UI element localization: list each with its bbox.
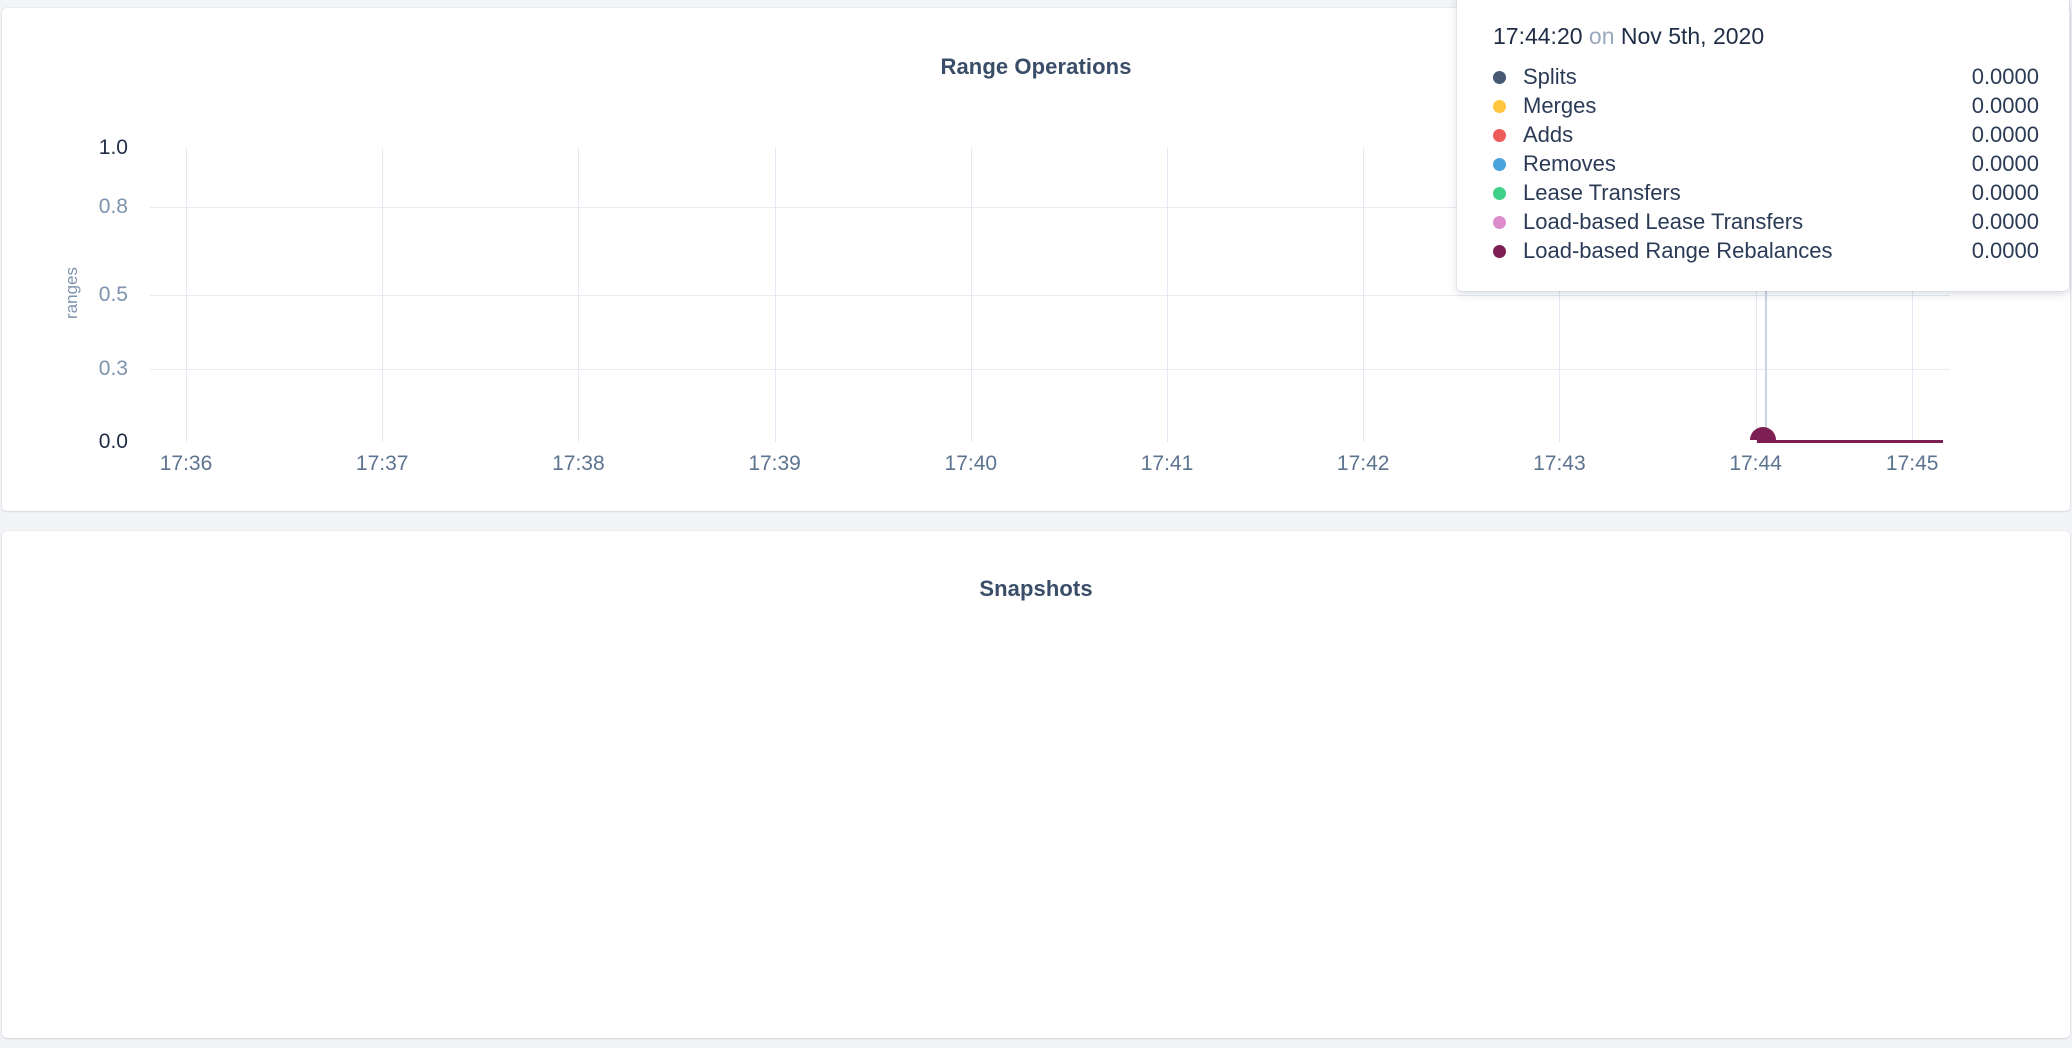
series-color-dot-icon bbox=[1493, 100, 1506, 114]
series-color-dot-icon bbox=[1493, 149, 1523, 178]
gridline-x-1738 bbox=[578, 148, 580, 442]
series-color-dot-icon bbox=[1493, 71, 1506, 85]
gridline-y-0.5 bbox=[150, 295, 1950, 296]
tooltip-series-label: Splits bbox=[1523, 63, 1577, 89]
tooltip-series-value: 0.0000 bbox=[1971, 237, 2039, 263]
x-tick-1740: 17:40 bbox=[944, 452, 998, 475]
tooltip-series-label: Lease Transfers bbox=[1523, 179, 1681, 205]
tooltip-series-table: Splits 0.0000 Merges 0.0000 Adds 0.0000 Remove… bbox=[1493, 62, 2039, 265]
x-tick-1738: 17:38 bbox=[552, 452, 605, 475]
x-tick-1742: 17:42 bbox=[1336, 452, 1390, 475]
tooltip-series-label: Adds bbox=[1523, 121, 1574, 147]
series-color-dot-icon bbox=[1493, 207, 1523, 236]
x-tick-1744: 17:44 bbox=[1729, 452, 1782, 475]
gridline-x-1737 bbox=[382, 148, 384, 442]
gridline-x-1736 bbox=[186, 148, 187, 442]
y-tick-0.8: 0.8 bbox=[98, 194, 128, 218]
series-color-dot-icon bbox=[1493, 178, 1523, 207]
tooltip-row: Load-based Lease Transfers 0.0000 bbox=[1493, 207, 2039, 236]
x-tick-1737: 17:37 bbox=[355, 452, 409, 475]
tooltip-on-word: on bbox=[1588, 23, 1615, 49]
tooltip-row: Adds 0.0000 bbox=[1493, 120, 2039, 149]
series-line-load-based-range-rebalances bbox=[1757, 440, 1943, 443]
x-tick-1743: 17:43 bbox=[1533, 452, 1586, 475]
series-color-dot-icon bbox=[1493, 236, 1523, 265]
tooltip-header: 17:44:20 on Nov 5th, 2020 bbox=[1493, 23, 2039, 50]
series-color-dot-icon bbox=[1493, 91, 1523, 120]
tooltip-series-label: Removes bbox=[1523, 150, 1616, 176]
tooltip-series-value: 0.0000 bbox=[1971, 179, 2039, 205]
tooltip-series-value: 0.0000 bbox=[1971, 150, 2039, 176]
gridline-y-0.3 bbox=[150, 368, 1950, 370]
y-axis-label-ranges: ranges bbox=[61, 267, 81, 320]
tooltip-row: Removes 0.0000 bbox=[1493, 149, 2039, 178]
page-title-range-operations: Range Operations bbox=[940, 54, 1132, 79]
series-color-dot-icon bbox=[1493, 216, 1506, 230]
series-color-dot-icon bbox=[1493, 187, 1506, 201]
series-color-dot-icon bbox=[1493, 129, 1506, 143]
tooltip-series-value: 0.0000 bbox=[1971, 63, 2039, 89]
gridline-x-1740 bbox=[970, 148, 972, 442]
tooltip-row: Splits 0.0000 bbox=[1493, 62, 2039, 91]
x-tick-1741: 17:41 bbox=[1140, 452, 1194, 475]
tooltip-row: Lease Transfers 0.0000 bbox=[1493, 178, 2039, 207]
cursor-line bbox=[1764, 148, 1767, 442]
gridline-x-1739 bbox=[774, 148, 776, 442]
gridline-x-1743 bbox=[1559, 148, 1561, 442]
y-tick-1.0: 1.0 bbox=[98, 136, 128, 159]
tooltip-date: Nov 5th, 2020 bbox=[1620, 23, 1765, 49]
series-color-dot-icon bbox=[1493, 62, 1523, 91]
y-tick-0.5: 0.5 bbox=[98, 283, 128, 306]
snapshots-card: Snapshots snapshots 1.0 0.8 0.5 0.3 0.0 … bbox=[2, 531, 2070, 1038]
gridline-y-0.8 bbox=[150, 206, 1950, 208]
tooltip-series-value: 0.0000 bbox=[1971, 121, 2039, 147]
gridline-x-1744 bbox=[1755, 148, 1757, 442]
page-title-snapshots: Snapshots bbox=[979, 576, 1093, 601]
gridline-x-1741 bbox=[1167, 148, 1168, 442]
tooltip-series-value: 0.0000 bbox=[1971, 92, 2039, 118]
gridline-x-1742 bbox=[1363, 148, 1365, 442]
y-tick-0.0: 0.0 bbox=[98, 430, 128, 453]
x-tick-1739: 17:39 bbox=[748, 452, 801, 475]
tooltip-row: Load-based Range Rebalances 0.0000 bbox=[1493, 236, 2039, 265]
chart-tooltip: 17:44:20 on Nov 5th, 2020 Splits 0.0000 Me… bbox=[1457, 0, 2069, 291]
series-color-dot-icon bbox=[1493, 158, 1506, 172]
x-tick-1745: 17:45 bbox=[1885, 452, 1939, 475]
series-color-dot-icon bbox=[1493, 245, 1506, 259]
tooltip-series-label: Load-based Range Rebalances bbox=[1523, 237, 1833, 263]
x-tick-1736: 17:36 bbox=[159, 452, 213, 475]
y-tick-0.3: 0.3 bbox=[98, 356, 128, 380]
gridline-x-1745 bbox=[1912, 148, 1914, 442]
series-color-dot-icon bbox=[1493, 120, 1523, 149]
series-spike-load-based-range-rebalances bbox=[1750, 427, 1777, 440]
tooltip-series-value: 0.0000 bbox=[1971, 208, 2039, 234]
tooltip-row: Merges 0.0000 bbox=[1493, 91, 2039, 120]
range-operations-plot[interactable]: ranges 1.0 0.8 0.5 0.3 0.0 bbox=[62, 136, 1950, 475]
tooltip-series-label: Load-based Lease Transfers bbox=[1523, 208, 1804, 234]
tooltip-series-label: Merges bbox=[1523, 92, 1597, 118]
tooltip-time: 17:44:20 bbox=[1493, 23, 1583, 49]
